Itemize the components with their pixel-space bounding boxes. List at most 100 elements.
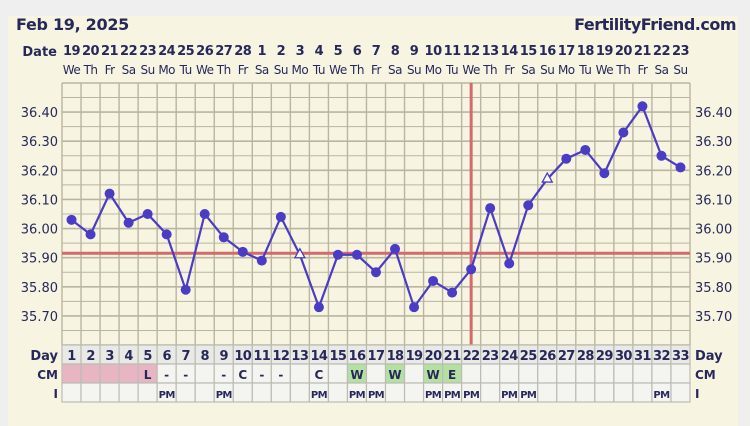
- weekday-label: Th: [615, 63, 630, 77]
- temperature-point: [161, 229, 172, 240]
- weekday-label: Tu: [312, 63, 325, 77]
- date-label: 6: [353, 44, 362, 59]
- y-tick-label-right: 35.70: [695, 310, 732, 325]
- temperature-point: [428, 275, 439, 286]
- intercourse-value: PM: [501, 390, 518, 401]
- temperature-point: [504, 258, 515, 269]
- cm-value: -: [164, 368, 169, 382]
- weekday-label: We: [196, 63, 214, 77]
- cm-value: C: [238, 368, 247, 382]
- y-tick-label-left: 35.90: [21, 252, 58, 267]
- intercourse-cell: [613, 382, 634, 403]
- weekday-label: We: [596, 63, 614, 77]
- weekday-label: Fr: [238, 63, 249, 77]
- temperature-point-open: [541, 171, 554, 183]
- day-number: 15: [329, 349, 346, 364]
- intercourse-cell: [594, 382, 615, 403]
- intercourse-value: PM: [520, 390, 537, 401]
- date-label: 5: [334, 44, 343, 59]
- weekday-label: Tu: [578, 63, 591, 77]
- temperature-point: [409, 302, 420, 313]
- date-label: 10: [425, 44, 443, 59]
- weekday-label: Sa: [388, 63, 402, 77]
- intercourse-cell: [99, 382, 120, 403]
- date-label: 1: [258, 44, 267, 59]
- date-label: 8: [391, 44, 400, 59]
- cm-cell: [670, 363, 691, 384]
- intercourse-cell: [670, 382, 691, 403]
- intercourse-cell: [384, 382, 406, 403]
- temperature-point: [199, 209, 210, 219]
- weekday-label: Mo: [558, 63, 575, 77]
- date-label: 9: [410, 44, 419, 59]
- temperature-point: [618, 127, 629, 138]
- day-number: 21: [444, 349, 461, 364]
- day-number: 1: [67, 349, 76, 364]
- date-label: 28: [234, 44, 252, 59]
- intercourse-row-label-right: I: [695, 387, 699, 401]
- weekday-label: Fr: [504, 63, 515, 77]
- intercourse-cell: [327, 382, 349, 403]
- temperature-point: [656, 150, 667, 161]
- date-label: 4: [315, 44, 324, 59]
- cm-value: -: [221, 368, 226, 382]
- y-tick-label-left: 36.20: [21, 164, 58, 179]
- intercourse-cell: [632, 382, 653, 403]
- weekday-label: Fr: [371, 63, 382, 77]
- day-number: 30: [615, 349, 632, 364]
- chart-date-title: Feb 19, 2025: [16, 15, 130, 34]
- weekday-label: Sa: [654, 63, 668, 77]
- cm-cell: [537, 363, 558, 384]
- intercourse-cell: [194, 382, 215, 403]
- intercourse-value: PM: [159, 390, 176, 401]
- temperature-point: [123, 217, 134, 228]
- weekday-label: Su: [274, 63, 288, 77]
- temperature-point: [561, 153, 572, 164]
- intercourse-value: PM: [463, 390, 480, 401]
- weekday-label: Th: [349, 63, 364, 77]
- date-label: 25: [177, 44, 195, 59]
- day-number: 12: [272, 349, 289, 364]
- date-label: 16: [539, 44, 557, 59]
- date-label: 19: [63, 44, 81, 59]
- y-tick-label-left: 36.10: [21, 193, 58, 208]
- date-label: 19: [596, 44, 614, 59]
- day-number: 29: [596, 349, 613, 364]
- intercourse-value: PM: [216, 390, 233, 401]
- day-number: 11: [253, 349, 270, 364]
- date-label: 27: [215, 44, 233, 59]
- day-number: 27: [558, 349, 575, 364]
- intercourse-cell: [403, 382, 425, 403]
- cm-cell: [499, 363, 520, 384]
- day-number: 5: [143, 349, 152, 364]
- date-label: 23: [672, 44, 690, 59]
- weekday-label: Su: [673, 63, 687, 77]
- temperature-point: [275, 211, 286, 222]
- cm-cell: [518, 363, 539, 384]
- cm-value: L: [144, 368, 152, 382]
- date-row-label: Date: [22, 45, 57, 60]
- intercourse-cell: [118, 382, 139, 403]
- cm-value: C: [315, 368, 324, 382]
- cm-value: W: [426, 368, 439, 382]
- day-number: 28: [577, 349, 594, 364]
- temperature-point: [351, 249, 362, 260]
- intercourse-value: PM: [425, 390, 442, 401]
- weekday-label: Th: [83, 63, 98, 77]
- temperature-point: [390, 243, 401, 254]
- temperature-point: [142, 209, 153, 219]
- intercourse-cell: [251, 382, 272, 403]
- intercourse-cell: [537, 382, 558, 403]
- temperature-point: [599, 168, 610, 179]
- temperature-point: [332, 249, 343, 260]
- date-label: 3: [296, 44, 305, 59]
- intercourse-cell: [61, 382, 82, 403]
- weekday-label: Th: [482, 63, 497, 77]
- date-label: 17: [558, 44, 576, 59]
- cm-value: W: [388, 368, 401, 382]
- date-label: 23: [139, 44, 157, 59]
- intercourse-cell: [575, 382, 596, 403]
- date-label: 12: [463, 44, 480, 59]
- day-row-label-left: Day: [30, 349, 58, 364]
- cm-cell: [461, 363, 482, 384]
